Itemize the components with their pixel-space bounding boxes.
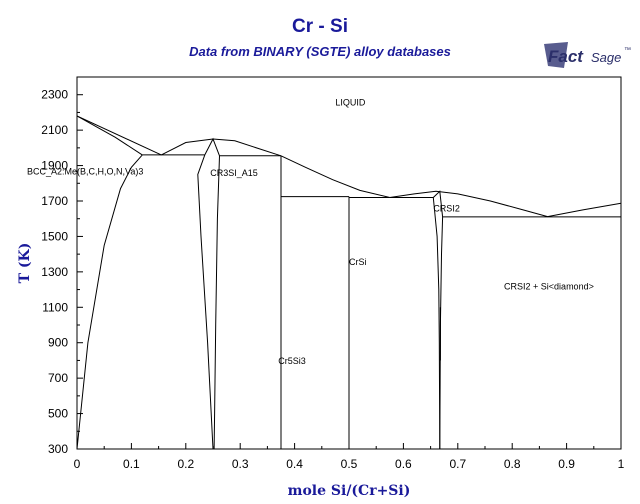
phase-boundary-line (432, 190, 444, 217)
x-tick-label: 0.3 (232, 457, 249, 471)
region-labels: LIQUID BCC_A2:Me(B,C,H,O,N,Va)3 CR3SI_A15 C… (27, 97, 594, 366)
y-tick-label: 900 (48, 336, 68, 350)
phase-boundary-line (76, 115, 143, 156)
x-tick-label: 1 (618, 457, 625, 471)
chart-title: Cr - Si (292, 16, 348, 37)
y-tick-label: 1100 (42, 300, 68, 314)
y-tick-label: 500 (48, 407, 68, 421)
factsage-logo: Fact Sage ™ (544, 42, 631, 68)
logo-fact-text: Fact (548, 47, 584, 66)
phase-region-label: CRSI2 + Si<diamond> (504, 282, 594, 292)
chart-subtitle: Data from BINARY (SGTE) alloy databases (189, 44, 451, 59)
y-tick-label: 700 (48, 371, 68, 385)
phase-boundary-line (389, 190, 548, 218)
y-tick-label: 2100 (41, 123, 68, 137)
phase-boundary-line (280, 155, 390, 198)
x-axis-title: mole Si/(Cr+Si) (288, 483, 411, 499)
y-tick-label: 2300 (41, 88, 68, 102)
x-tick-label: 0.1 (123, 457, 140, 471)
phase-boundary-line (76, 154, 143, 450)
phase-boundary-line (161, 138, 282, 157)
x-tick-label: 0.2 (177, 457, 194, 471)
y-tick-label: 1300 (41, 265, 68, 279)
phase-boundary-line (547, 202, 622, 218)
x-tick-label: 0.9 (558, 457, 575, 471)
phase-region-label: BCC_A2:Me(B,C,H,O,N,Va)3 (27, 166, 143, 176)
phase-region-label: CR3SI_A15 (210, 168, 258, 178)
x-tick-label: 0.6 (395, 457, 412, 471)
phase-boundary-line (432, 197, 441, 450)
phase-boundary-line (439, 216, 444, 450)
x-tick-label: 0 (74, 457, 81, 471)
y-tick-label: 300 (48, 442, 68, 456)
phase-boundaries (76, 115, 622, 450)
y-axis-title: T (K) (17, 243, 33, 284)
x-tick-label: 0.7 (449, 457, 466, 471)
x-tick-label: 0.8 (504, 457, 521, 471)
phase-region-label: CRSI2 (433, 204, 460, 214)
phase-region-label: LIQUID (335, 97, 366, 107)
y-axis-ticks: 300 500 700 900 1100 1300 1500 1700 1900 2100 2300 (41, 88, 83, 456)
x-tick-label: 0.5 (341, 457, 358, 471)
y-tick-label: 1700 (41, 194, 68, 208)
phase-boundary-line (204, 137, 220, 156)
phase-boundary-line (213, 155, 220, 450)
phase-region-label: Cr5Si3 (278, 356, 306, 366)
x-tick-label: 0.4 (286, 457, 303, 471)
y-tick-label: 1500 (41, 229, 68, 243)
phase-region-label: CrSi (349, 257, 367, 267)
y-tick-label: 1900 (41, 159, 68, 173)
phase-boundary-line (197, 154, 214, 450)
logo-mark (544, 42, 568, 68)
logo-sage-text: Sage (591, 50, 621, 65)
phase-boundary-line (76, 115, 162, 156)
logo-tm-text: ™ (624, 47, 631, 54)
